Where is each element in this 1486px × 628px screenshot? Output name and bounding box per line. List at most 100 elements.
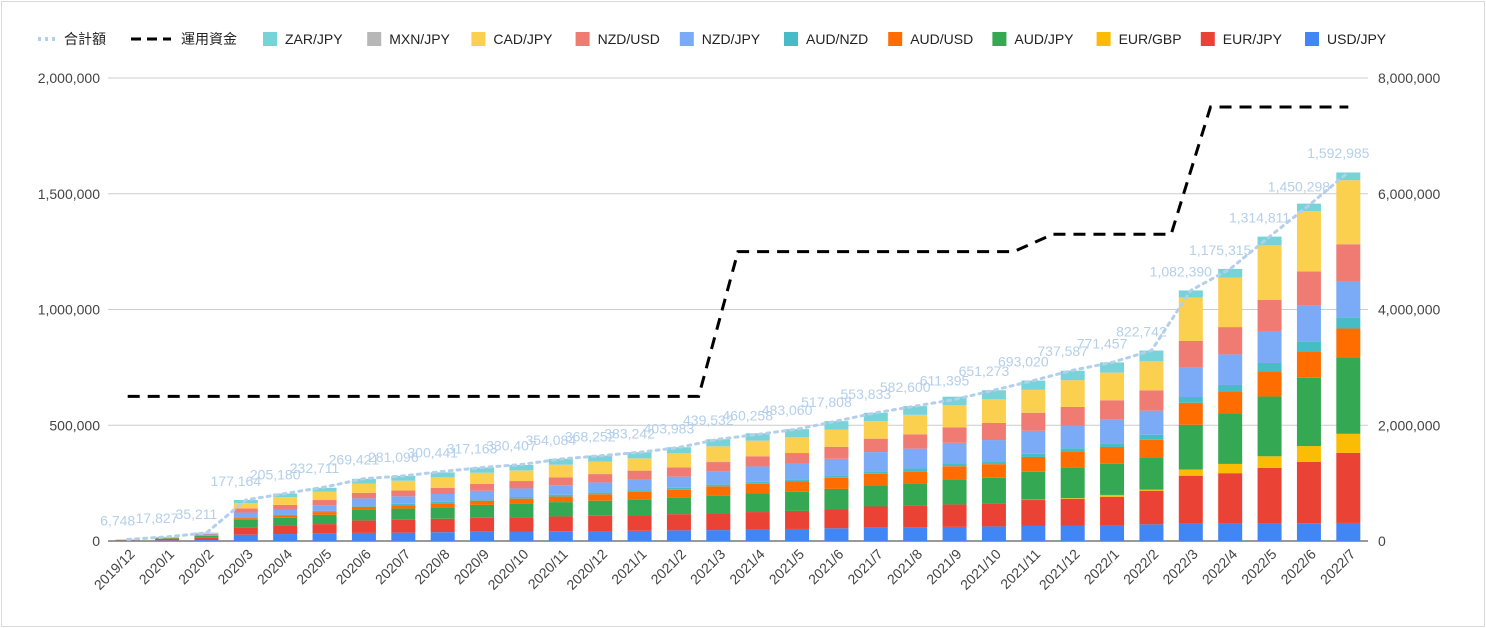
bar-segment xyxy=(351,509,376,521)
bar-segment xyxy=(1257,300,1282,332)
bar-segment xyxy=(312,533,337,541)
bar-segment xyxy=(706,484,731,487)
bar-segment xyxy=(824,477,849,489)
bar-segment xyxy=(194,540,219,541)
line-series xyxy=(126,105,1350,541)
total-data-label: 232,711 xyxy=(290,460,340,476)
bar-segment xyxy=(666,489,691,498)
bar-segment xyxy=(745,481,770,484)
total-data-label: 483,060 xyxy=(762,402,813,418)
bar-segment xyxy=(666,497,691,515)
bar-segment xyxy=(1336,522,1361,541)
bar-segment xyxy=(1218,523,1243,541)
bar-segment xyxy=(1218,384,1243,392)
legend-swatch xyxy=(1305,32,1319,46)
bar-segment xyxy=(1296,523,1321,541)
bar-segment xyxy=(351,478,376,484)
bar-segment xyxy=(863,485,888,507)
bar-segment xyxy=(627,479,652,491)
bar-segment xyxy=(863,412,888,422)
bar-segment xyxy=(1139,457,1164,490)
x-tick-label: 2022/6 xyxy=(1277,546,1319,588)
x-tick-label: 2020/4 xyxy=(254,546,296,588)
bar-segment xyxy=(1139,434,1164,440)
bar-segment xyxy=(1218,327,1243,355)
bar-segment xyxy=(863,506,888,528)
bar-segment xyxy=(391,503,416,506)
bar-segment xyxy=(627,491,652,500)
bar-segment xyxy=(627,452,652,459)
x-tick-label: 2021/5 xyxy=(766,546,808,588)
bar-segment xyxy=(1100,496,1125,526)
bar-segment xyxy=(1139,439,1164,458)
bar-segment xyxy=(1100,372,1125,401)
y2-tick-label: 2,000,000 xyxy=(1378,417,1440,433)
bar-segment xyxy=(903,415,928,435)
total-data-label: 1,175,315 xyxy=(1189,242,1251,258)
y-tick-label: 1,500,000 xyxy=(38,186,100,202)
legend-label: EUR/GBP xyxy=(1119,31,1182,47)
x-tick-label: 2022/1 xyxy=(1081,546,1123,588)
x-tick-label: 2022/3 xyxy=(1159,546,1201,588)
bar-segment xyxy=(273,514,298,516)
total-data-label: 822,742 xyxy=(1116,324,1167,340)
bar-segment xyxy=(785,528,810,541)
bar-segment xyxy=(430,503,455,508)
total-data-label: 300,441 xyxy=(407,444,458,460)
bar-segment xyxy=(1178,469,1203,476)
bar-segment xyxy=(509,517,534,532)
bar-segment xyxy=(942,466,967,480)
bar-segment xyxy=(1100,494,1125,497)
bar-segment xyxy=(745,493,770,513)
bar-segment xyxy=(470,500,495,505)
bar-segment xyxy=(1296,271,1321,306)
bar-segment xyxy=(509,470,534,482)
bar-segment xyxy=(1178,523,1203,541)
bar-segment xyxy=(824,421,849,430)
total-data-label: 693,020 xyxy=(998,354,1049,370)
bar-segment xyxy=(312,514,337,525)
bar-segment xyxy=(1218,391,1243,414)
bar-segment xyxy=(1296,203,1321,212)
bar-segment xyxy=(1296,446,1321,462)
bar-segment xyxy=(1218,354,1243,385)
total-data-label: 35,211 xyxy=(176,506,218,522)
bar-segment xyxy=(903,471,928,484)
bar-segment xyxy=(666,514,691,531)
bar-segment xyxy=(1100,400,1125,420)
bar-segment xyxy=(1178,402,1203,425)
bar-segment xyxy=(312,491,337,501)
bar-segment xyxy=(903,448,928,469)
bar-segment xyxy=(273,493,298,498)
bar-segment xyxy=(785,481,810,492)
bar-segment xyxy=(430,477,455,488)
bar-segment xyxy=(1060,467,1085,499)
bar-segment xyxy=(194,534,219,536)
bar-segment xyxy=(1139,524,1164,541)
total-data-label: 1,450,298 xyxy=(1268,178,1330,194)
bar-segment xyxy=(273,517,298,526)
bar-segment xyxy=(312,500,337,506)
bar-segment xyxy=(863,471,888,474)
legend-swatch xyxy=(575,32,590,46)
bar-segment xyxy=(430,501,455,504)
y-tick-label: 500,000 xyxy=(49,417,100,433)
legend-label: AUD/USD xyxy=(910,31,973,47)
bar-segment xyxy=(1021,471,1046,500)
total-data-label: 330,407 xyxy=(486,438,537,454)
bar-segment xyxy=(981,464,1006,478)
bar-segment xyxy=(273,509,298,515)
bar-segment xyxy=(509,498,534,504)
bar-segment xyxy=(509,464,534,471)
bar-segment xyxy=(194,535,219,538)
bar-segment xyxy=(509,481,534,489)
bar-segment xyxy=(1100,463,1125,495)
bar-segment xyxy=(1218,277,1243,328)
bar-segment xyxy=(588,474,613,483)
bar-segment xyxy=(470,472,495,484)
bar-segment xyxy=(351,520,376,533)
bar-segment xyxy=(981,503,1006,527)
bar-segment xyxy=(1139,350,1164,362)
bar-segment xyxy=(233,517,258,519)
